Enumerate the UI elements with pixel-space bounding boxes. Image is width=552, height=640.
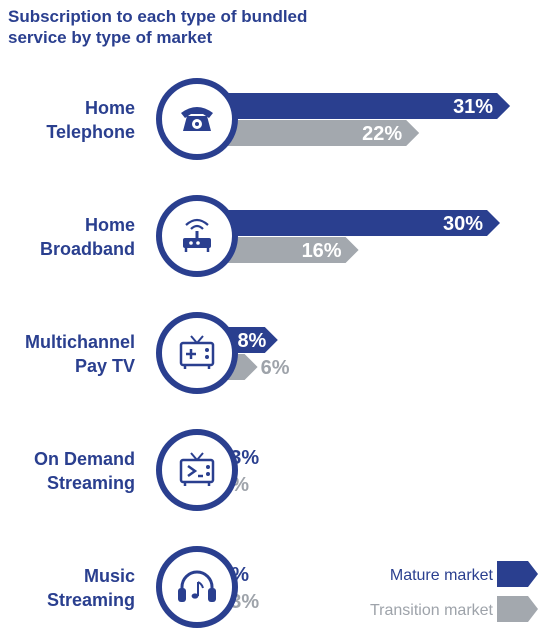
category-label-line: On Demand xyxy=(34,449,135,469)
category-icon-circle xyxy=(156,429,238,511)
category-label-line: Pay TV xyxy=(75,356,135,376)
telephone-icon xyxy=(181,107,213,131)
mature-value-label: 30% xyxy=(443,213,483,235)
category-row: Home Telephone 31% 22% xyxy=(46,78,511,160)
mature-value-label: 8% xyxy=(237,330,266,352)
legend-swatch xyxy=(497,596,538,622)
mature-bar xyxy=(197,93,511,119)
category-row: Multichannel Pay TV 8% 6% xyxy=(25,312,290,394)
legend: Mature market Transition market xyxy=(370,561,538,622)
category-label-line: Multichannel xyxy=(25,332,135,352)
legend-label: Transition market xyxy=(370,602,494,619)
category-row: MusicStreaming2%3% xyxy=(47,546,259,628)
headphones-icon xyxy=(178,570,216,602)
transition-bar xyxy=(197,237,359,263)
mature-value-label: 3% xyxy=(230,447,259,469)
legend-item-transition: Transition market xyxy=(370,596,538,622)
legend-label: Mature market xyxy=(390,567,494,584)
chart-title: Subscription to each type of bundled ser… xyxy=(8,7,308,47)
category-label-line: Home xyxy=(85,98,135,118)
category-label: Music Streaming xyxy=(47,566,135,610)
legend-item-mature: Mature market xyxy=(390,561,538,587)
category-label-line: Streaming xyxy=(47,590,135,610)
category-icon-circle xyxy=(156,312,238,394)
tv-play-icon xyxy=(179,452,215,486)
category-label: On Demand Streaming xyxy=(34,449,135,493)
transition-value-label: 3% xyxy=(230,591,259,613)
transition-value-label: 16% xyxy=(302,240,342,262)
transition-bar xyxy=(197,120,420,146)
category-label: Home Broadband xyxy=(40,215,135,259)
transition-value-label: 22% xyxy=(362,123,402,145)
category-label-line: Home xyxy=(85,215,135,235)
category-row: Home Broadband 30% 16% xyxy=(40,195,500,277)
category-label-line: Telephone xyxy=(46,122,135,142)
mature-value-label: 31% xyxy=(453,96,493,118)
category-label-line: Music xyxy=(84,566,135,586)
legend-swatch xyxy=(497,561,538,587)
mature-bar xyxy=(197,210,500,236)
tv-plus-icon xyxy=(179,335,215,369)
category-label-line: Broadband xyxy=(40,239,135,259)
category-label: Home Telephone xyxy=(46,98,135,142)
transition-value-label: 6% xyxy=(261,357,290,379)
category-label-line: Streaming xyxy=(47,473,135,493)
category-label: Multichannel Pay TV xyxy=(25,332,135,376)
router-icon xyxy=(183,218,211,252)
